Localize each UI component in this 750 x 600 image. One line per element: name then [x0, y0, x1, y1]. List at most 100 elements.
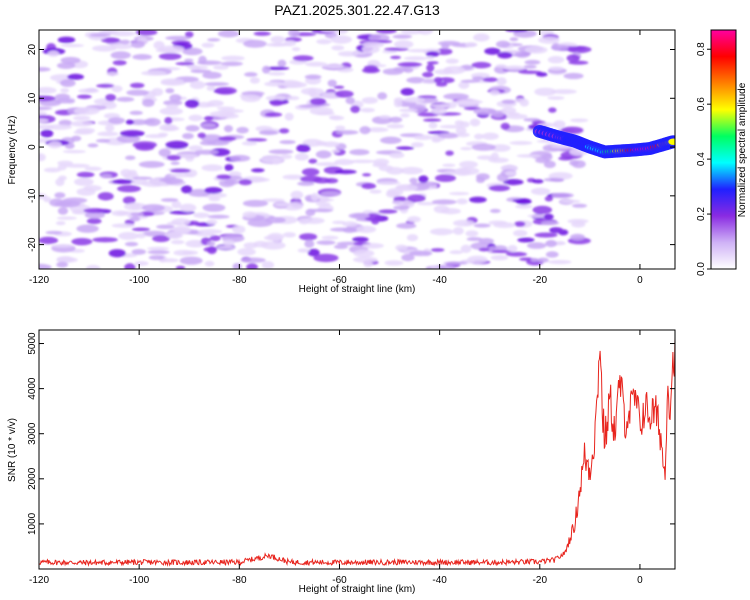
snr-y-tick-label: 2000 [27, 467, 38, 490]
heatmap-noise-blob [559, 199, 581, 204]
colorbar-tick-label: 0.4 [696, 152, 707, 166]
heatmap-noise-blob [131, 227, 151, 232]
heatmap-noise-blob [278, 128, 290, 134]
heatmap-noise-blob [221, 55, 245, 61]
heatmap-noise-blob [434, 174, 456, 183]
heatmap-noise-blob [532, 179, 544, 184]
heatmap-noise-blob [430, 248, 445, 252]
snr-y-tick-label: 4000 [27, 377, 38, 400]
heatmap-noise-blob [47, 124, 73, 130]
heatmap-noise-blob [375, 30, 397, 34]
heatmap-noise-blob [158, 52, 182, 60]
heatmap-noise-blob [449, 250, 463, 255]
heatmap-noise-blob [490, 255, 509, 261]
heatmap-noise-blob [146, 246, 170, 251]
heatmap-noise-blob [76, 224, 99, 233]
heatmap-noise-blob [460, 146, 472, 151]
heatmap-noise-blob [147, 250, 170, 255]
heatmap-noise-blob [108, 117, 125, 124]
heatmap-noise-blob [478, 247, 490, 252]
heatmap-noise-blob [571, 221, 586, 228]
heatmap-noise-blob [207, 246, 217, 255]
heatmap-x-tick-label: -100 [129, 275, 149, 286]
heatmap-noise-blob [309, 97, 327, 106]
heatmap-noise-blob [128, 169, 138, 176]
heatmap-noise-blob [108, 249, 126, 258]
snr-x-tick-label: 0 [637, 575, 643, 586]
heatmap-noise-blob [45, 230, 63, 235]
heatmap-noise-blob [84, 211, 105, 219]
heatmap-noise-blob [429, 228, 454, 236]
heatmap-noise-blob [297, 248, 310, 253]
heatmap-noise-blob [560, 126, 584, 135]
heatmap-noise-blob [449, 191, 470, 196]
heatmap-noise-blob [548, 107, 557, 113]
heatmap-noise-blob [249, 77, 260, 84]
heatmap-noise-blob [425, 51, 440, 58]
heatmap-noise-blob [496, 77, 507, 86]
heatmap-noise-blob [92, 237, 118, 243]
heatmap-noise-blob [209, 235, 221, 242]
heatmap-noise-blob [223, 125, 233, 133]
heatmap-noise-blob [303, 217, 325, 224]
heatmap-noise-blob [110, 51, 131, 60]
heatmap-noise-blob [73, 177, 94, 186]
snr-y-tick-label: 3000 [27, 422, 38, 445]
heatmap-noise-blob [105, 124, 115, 132]
heatmap-noise-blob [390, 55, 402, 60]
heatmap-noise-blob [129, 110, 143, 116]
heatmap-noise-blob [130, 40, 145, 49]
heatmap-noise-blob [514, 98, 527, 103]
heatmap-noise-blob [132, 53, 153, 60]
heatmap-noise-blob [488, 184, 511, 192]
heatmap-noise-blob [548, 259, 572, 265]
heatmap-noise-blob [277, 59, 287, 68]
heatmap-noise-blob [409, 250, 433, 257]
heatmap-noise-blob [393, 196, 407, 202]
heatmap-noise-blob [393, 205, 409, 210]
signal-ridge-core [668, 138, 675, 145]
heatmap-noise-blob [162, 125, 180, 132]
heatmap-noise-blob [313, 253, 339, 263]
snr-y-tick-label: 5000 [27, 332, 38, 355]
heatmap-noise-blob [261, 65, 271, 74]
heatmap-noise-blob [307, 248, 320, 257]
heatmap-noise-blob [97, 192, 114, 201]
heatmap-noise-blob [67, 73, 85, 80]
heatmap-noise-blob [182, 250, 199, 256]
heatmap-noise-blob [423, 118, 442, 122]
heatmap-noise-blob [459, 121, 470, 128]
heatmap-y-axis: -20 -10 0 10 20 [27, 44, 675, 252]
heatmap-noise-blob [330, 35, 352, 44]
heatmap-noise-blob [261, 155, 285, 164]
heatmap-noise-blob [426, 63, 435, 72]
heatmap-noise-blob [362, 243, 384, 249]
heatmap-noise-blob [171, 200, 182, 209]
heatmap-noise-blob [458, 100, 484, 104]
heatmap-noise-blob [260, 241, 286, 250]
heatmap-noise-blob [282, 174, 304, 180]
snr-x-tick-label: -100 [129, 575, 149, 586]
heatmap-noise-blob [379, 136, 402, 145]
heatmap-noise-blob [182, 47, 203, 56]
heatmap-noise-blob [179, 203, 197, 212]
heatmap-noise-blob [197, 60, 222, 66]
heatmap-noise-blob [484, 47, 501, 55]
colorbar-tick-label: 0.0 [696, 262, 707, 276]
heatmap-noise-blob [238, 179, 253, 186]
heatmap-noise-blob [350, 105, 361, 114]
heatmap-noise-blob [323, 63, 344, 69]
heatmap-noise-blob [356, 225, 377, 234]
heatmap-noise-blob [97, 131, 119, 137]
heatmap-noise-blob [253, 31, 271, 36]
heatmap-noise-blob [433, 77, 443, 84]
heatmap-noise-blob [201, 164, 223, 172]
heatmap-noise-blob [407, 216, 421, 223]
heatmap-noise-blob [541, 221, 560, 226]
heatmap-noise-blob [407, 48, 431, 53]
heatmap-noise-blob [236, 126, 249, 134]
heatmap-noise-blobs [39, 30, 592, 269]
heatmap-noise-blob [165, 35, 191, 41]
